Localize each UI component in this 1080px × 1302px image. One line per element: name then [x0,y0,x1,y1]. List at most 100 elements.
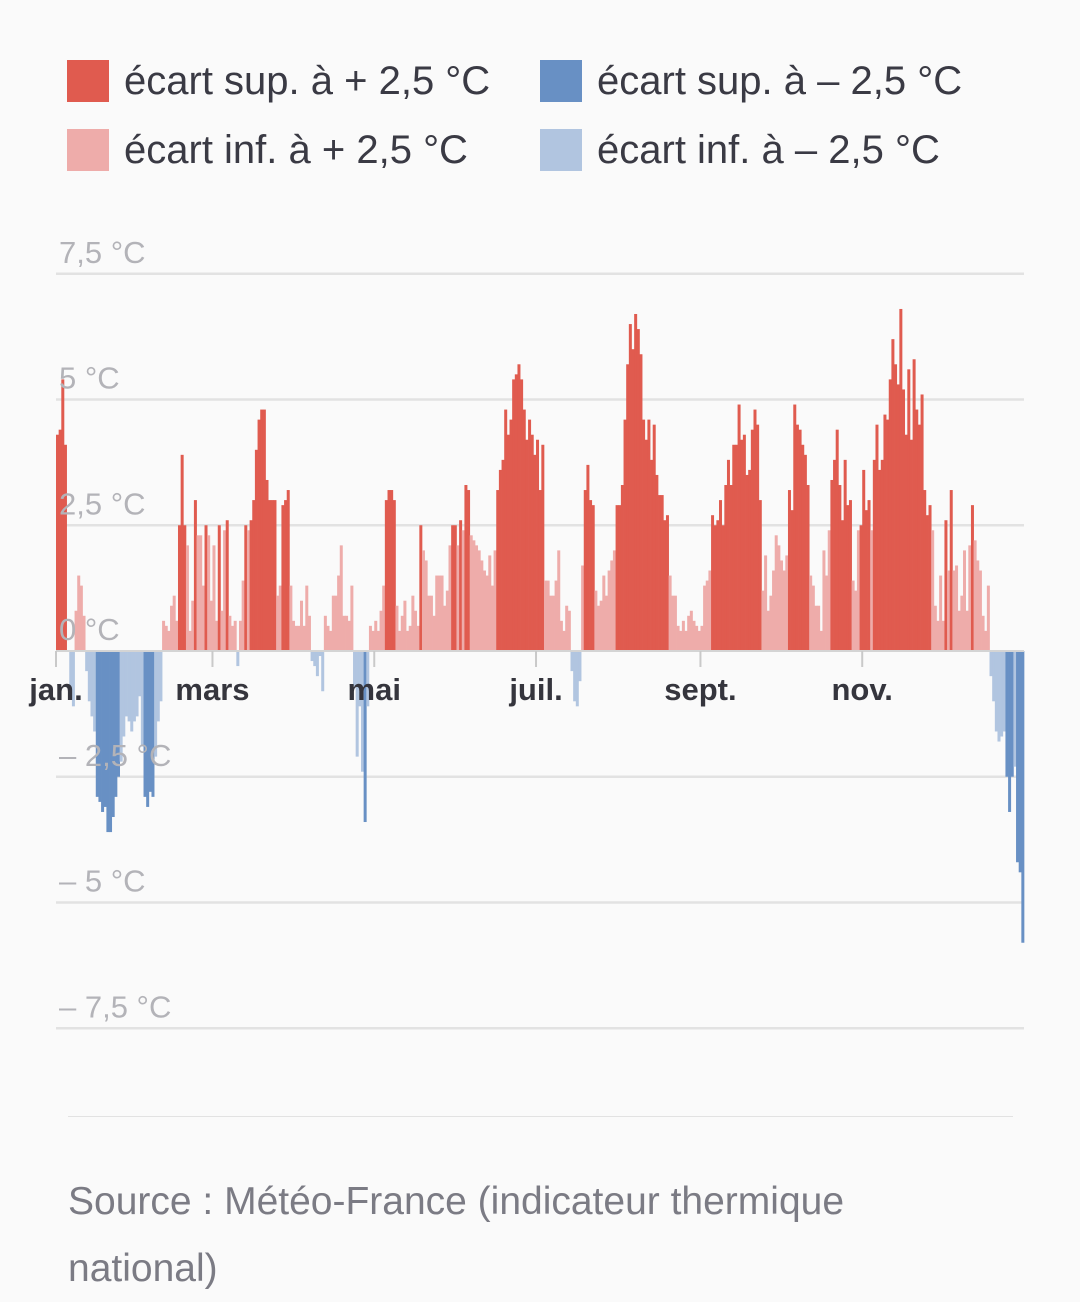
bar [435,575,439,651]
legend-label-below-plus: écart inf. à + 2,5 °C [124,127,468,172]
bar [297,625,301,651]
bar [119,651,123,762]
bar [602,575,606,651]
bar [331,595,335,651]
y-tick-label: 7,5 °C [59,235,146,270]
bar [607,570,611,651]
daily-temperature-anomaly-chart: 7,5 °C 5 °C 2,5 °C 0 °C – 2,5 °C – 5 °C – 7,5 … [28,235,1025,1030]
bar [345,615,349,651]
bar [872,459,876,651]
bar [878,469,882,651]
bar [244,525,248,651]
bar [848,500,852,651]
bar [101,651,105,812]
bar [875,424,879,651]
bar [162,620,166,651]
bar [676,625,680,651]
bar [180,454,184,651]
bar [660,495,664,651]
bar [581,565,585,651]
bar [416,625,420,651]
bar [114,651,118,797]
bar [994,651,998,732]
bar [923,490,927,651]
bar [936,620,940,651]
bar [127,651,131,722]
bar [838,485,842,651]
bar [241,580,245,651]
bar [753,409,757,651]
bar [750,429,754,651]
bar [546,580,550,651]
bar [787,490,791,651]
bar [453,525,457,651]
bar [225,520,229,651]
bar [761,590,765,651]
bar [156,651,160,722]
bar [193,500,197,651]
bar [254,449,258,651]
bar [429,595,433,651]
bar [984,630,988,651]
bar [207,535,211,651]
bar [467,490,471,651]
bar [421,550,425,651]
bar [1013,651,1017,767]
bar [204,525,208,651]
bar [567,610,571,651]
bar [952,570,956,651]
bar [106,651,110,833]
bar [509,419,513,651]
bar [673,595,677,651]
bar [559,620,563,651]
bar [233,620,237,651]
bar [188,630,192,651]
bar [74,610,78,651]
bar [817,605,821,651]
bar [764,555,768,651]
bar [941,620,945,651]
bar [130,651,134,732]
bar [443,605,447,651]
bar [925,515,929,651]
bar [618,505,622,651]
x-tick-label: mars [175,672,249,707]
bar [270,500,274,651]
bar [151,651,155,797]
bar [456,545,460,651]
bar [933,605,937,651]
bar [414,610,418,651]
bar [368,625,372,651]
bar [615,505,619,651]
bar [1008,651,1012,812]
bar [326,625,330,651]
bar [257,419,261,651]
bar [782,570,786,651]
bar [321,651,325,692]
bar [376,630,380,651]
bar [573,651,577,702]
bar [315,651,319,677]
bar [1000,651,1004,737]
bar [586,464,590,651]
bar [719,500,723,651]
bar [61,379,65,651]
bar [931,530,935,651]
bar [95,651,99,797]
bar [252,500,256,651]
bar [98,651,102,802]
bar [496,490,500,651]
bar [122,651,126,737]
bar [597,605,601,651]
bar [886,419,890,651]
bar [846,505,850,651]
bar [411,595,415,651]
x-tick-label: nov. [832,672,893,707]
bar [692,620,696,651]
bar [806,485,810,651]
bar [448,545,452,651]
bar [681,620,685,651]
y-tick-label: – 2,5 °C [59,738,171,773]
bar [124,651,128,717]
bar [700,625,704,651]
